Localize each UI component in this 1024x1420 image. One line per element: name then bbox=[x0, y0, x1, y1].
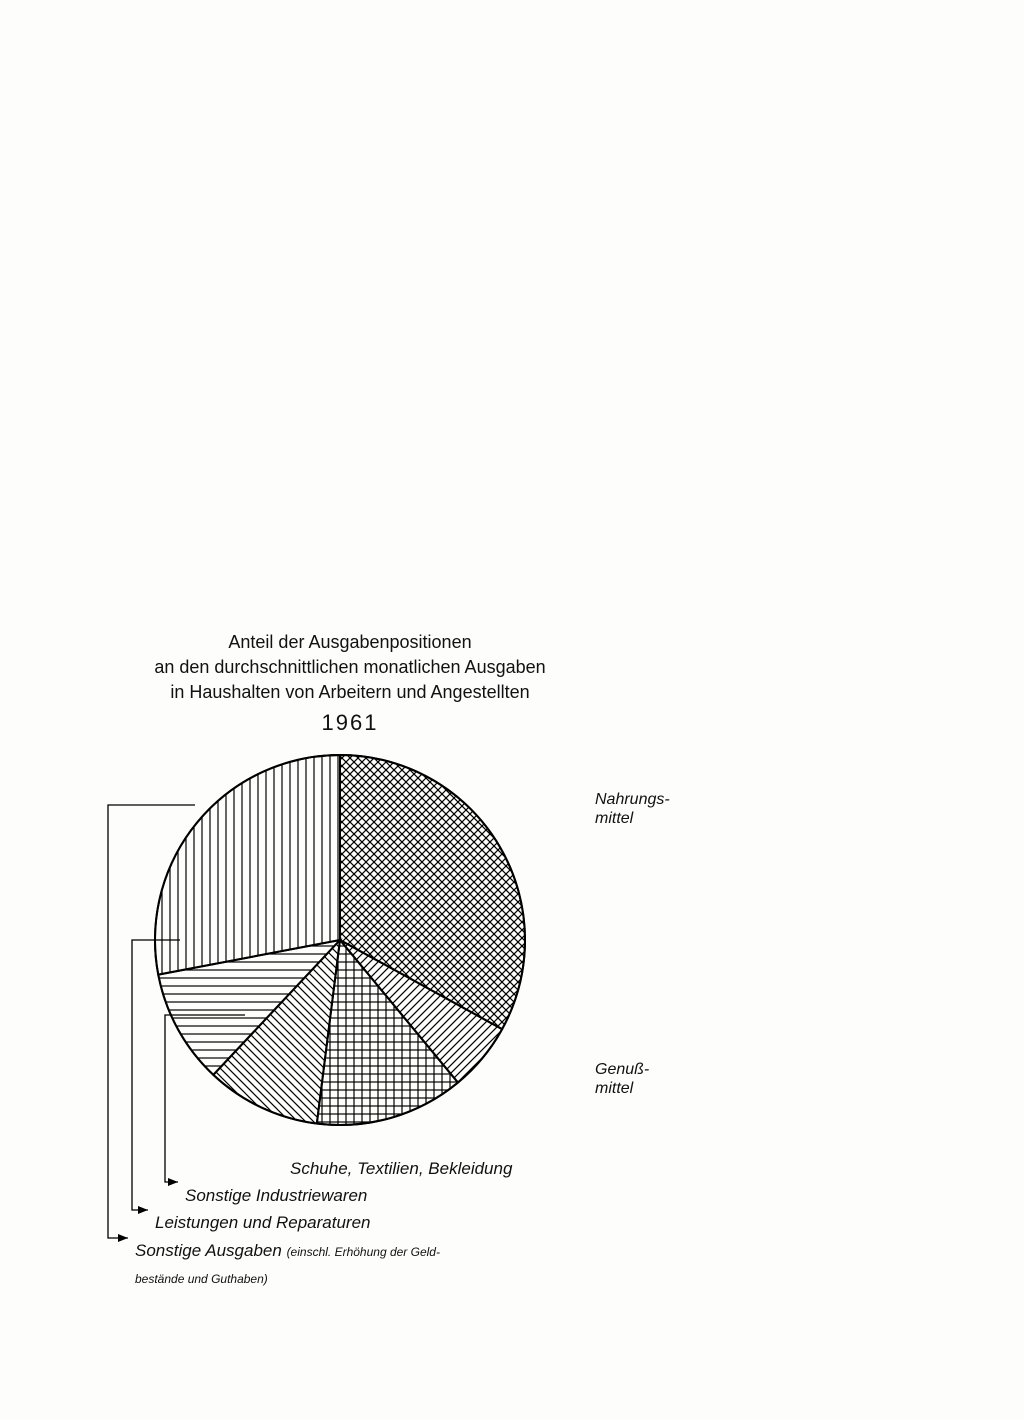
page: Anteil der Ausgabenpositionen an den dur… bbox=[0, 0, 1024, 1420]
label-genussmittel: Genuß- mittel bbox=[595, 1060, 649, 1098]
label-nahrungsmittel: Nahrungs- mittel bbox=[595, 790, 670, 828]
title-line-1: Anteil der Ausgabenpositionen bbox=[0, 630, 700, 655]
legend-sonstige: Sonstige Ausgaben (einschl. Erhöhung der… bbox=[135, 1237, 512, 1291]
title-line-2: an den durchschnittlichen monatlichen Au… bbox=[0, 655, 700, 680]
title-year: 1961 bbox=[0, 708, 700, 739]
legend-schuhe: Schuhe, Textilien, Bekleidung bbox=[290, 1155, 512, 1182]
slice-sonstige bbox=[155, 755, 340, 975]
chart-title: Anteil der Ausgabenpositionen an den dur… bbox=[0, 630, 700, 738]
legend-industriewaren: Sonstige Industriewaren bbox=[185, 1182, 512, 1209]
title-line-3: in Haushalten von Arbeitern und Angestel… bbox=[0, 680, 700, 705]
legend: Schuhe, Textilien, Bekleidung Sonstige I… bbox=[150, 1155, 512, 1291]
legend-leistungen: Leistungen und Reparaturen bbox=[155, 1209, 512, 1236]
